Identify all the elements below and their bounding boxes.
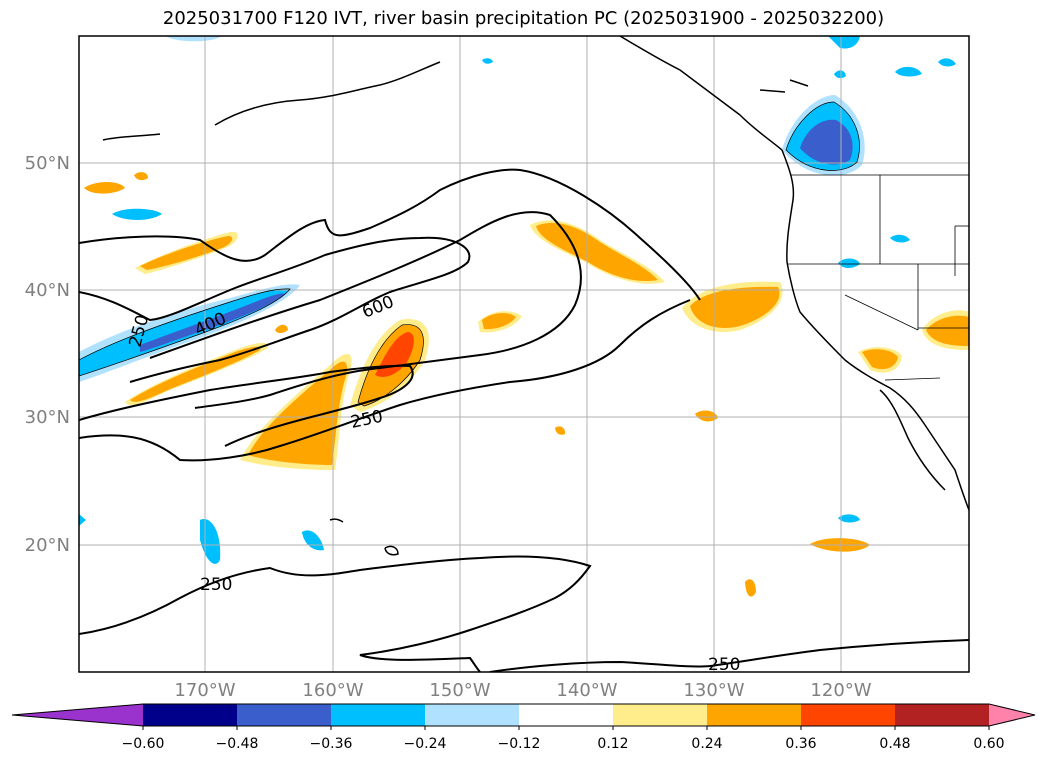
- lat-label: 50°N: [25, 153, 70, 174]
- political-borders: [787, 174, 969, 381]
- map-title: 2025031700 F120 IVT, river basin precipi…: [162, 8, 885, 29]
- colorbar-bin: [143, 704, 238, 726]
- colorbar-tick-label: −0.24: [404, 736, 447, 752]
- lon-label: 140°W: [556, 680, 617, 701]
- lon-label: 130°W: [683, 680, 744, 701]
- colorbar-extend-high: [989, 704, 1035, 726]
- colorbar-bin: [801, 704, 896, 726]
- colorbar-bin: [331, 704, 426, 726]
- ivt-contours: [79, 168, 969, 672]
- colorbar: −0.60 −0.48 −0.36 −0.24 −0.12 0.12 0.24 0.36 0.4…: [11, 703, 1036, 752]
- lon-label: 170°W: [174, 680, 235, 701]
- contour-label-250-south: 250: [200, 575, 232, 595]
- colorbar-bin: [707, 704, 802, 726]
- latitude-labels: 50°N 40°N 30°N 20°N: [25, 153, 70, 556]
- longitude-labels: 170°W 160°W 150°W 140°W 130°W 120°W: [174, 680, 871, 701]
- lon-label: 160°W: [302, 680, 363, 701]
- lon-label: 120°W: [810, 680, 871, 701]
- colorbar-bin: [519, 704, 614, 726]
- colorbar-tick-label: 0.48: [879, 736, 910, 752]
- contour-label-250-southeast: 250: [708, 655, 740, 675]
- lon-label: 150°W: [429, 680, 490, 701]
- colorbar-tick-label: 0.36: [785, 736, 816, 752]
- colorbar-tick-label: 0.24: [691, 736, 722, 752]
- lat-label: 20°N: [25, 535, 70, 556]
- colorbar-bin: [237, 704, 332, 726]
- colorbar-tick-label: −0.36: [310, 736, 353, 752]
- coastlines: [102, 36, 969, 556]
- colorbar-tick-label: −0.12: [498, 736, 541, 752]
- colorbar-tick-label: −0.60: [122, 736, 165, 752]
- colorbar-tick-label: 0.60: [973, 736, 1004, 752]
- map-frame: [78, 35, 970, 673]
- lat-label: 30°N: [25, 407, 70, 428]
- colorbar-bin: [613, 704, 708, 726]
- colorbar-extend-low: [12, 704, 143, 726]
- colorbar-bin: [425, 704, 520, 726]
- colorbar-bin: [895, 704, 990, 726]
- colorbar-tick-label: 0.12: [597, 736, 628, 752]
- lat-label: 40°N: [25, 280, 70, 301]
- colorbar-tick-label: −0.48: [216, 736, 259, 752]
